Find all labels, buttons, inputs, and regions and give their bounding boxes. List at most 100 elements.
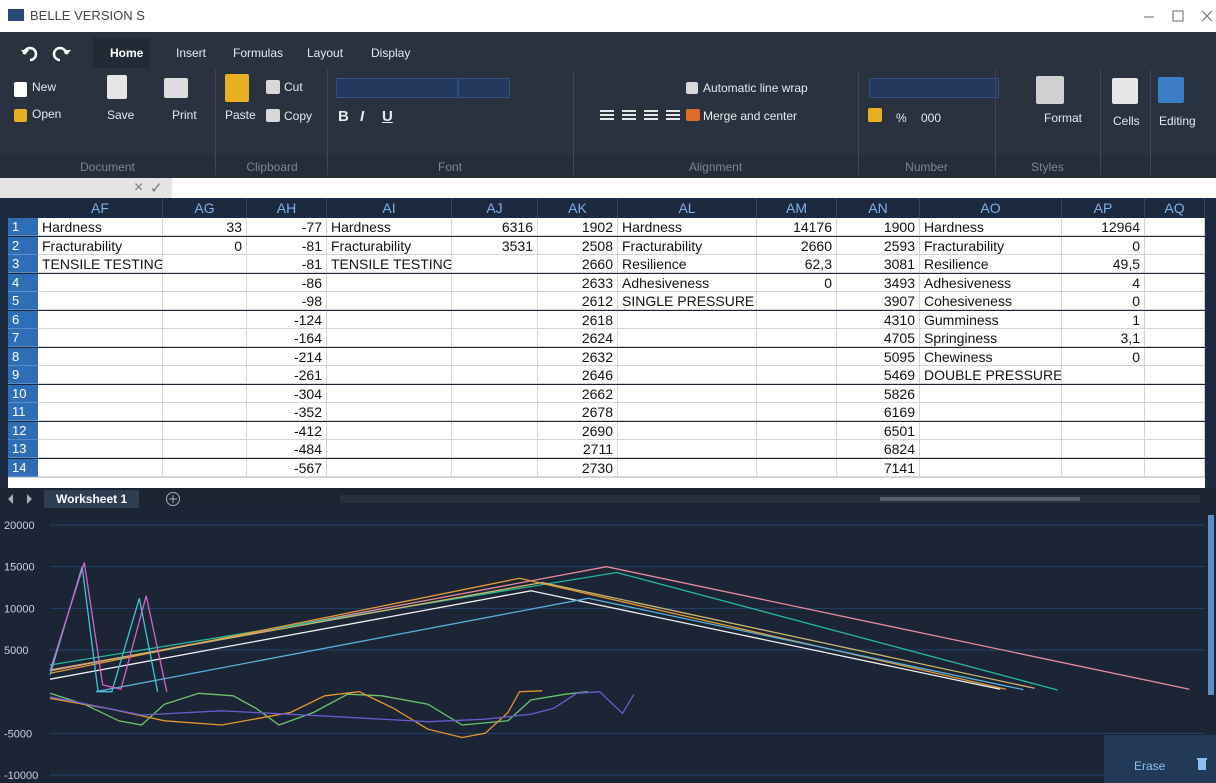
trash-icon[interactable] (1196, 757, 1208, 771)
cell[interactable]: 5095 (837, 347, 920, 366)
paste-icon[interactable] (225, 74, 249, 102)
align-button[interactable] (666, 110, 680, 122)
window-controls[interactable] (1140, 6, 1216, 26)
row-header[interactable]: 14 (8, 458, 38, 477)
save-icon[interactable] (107, 75, 127, 99)
cell[interactable] (757, 292, 837, 310)
cell[interactable]: 2711 (538, 440, 618, 458)
cell[interactable]: 5469 (837, 366, 920, 384)
cell[interactable] (1145, 384, 1205, 403)
cell[interactable]: 1 (1062, 310, 1145, 329)
cell[interactable]: 33 (163, 218, 247, 236)
cell[interactable] (757, 458, 837, 477)
cell[interactable] (1062, 366, 1145, 384)
cell[interactable] (38, 347, 163, 366)
cell[interactable] (163, 403, 247, 421)
align-button[interactable] (622, 110, 636, 122)
cell[interactable]: 4310 (837, 310, 920, 329)
cell[interactable] (1145, 347, 1205, 366)
cell[interactable]: 4 (1062, 273, 1145, 292)
cell[interactable]: 6501 (837, 421, 920, 440)
row-header[interactable]: 3 (8, 255, 38, 273)
editing-icon[interactable] (1158, 77, 1184, 103)
cell[interactable]: Hardness (38, 218, 163, 236)
cell[interactable] (920, 440, 1062, 458)
cell[interactable] (38, 384, 163, 403)
row-header[interactable]: 2 (8, 236, 38, 255)
cell[interactable] (327, 310, 452, 329)
print-button[interactable]: Print (172, 108, 197, 122)
cell[interactable] (327, 347, 452, 366)
cell[interactable]: -98 (247, 292, 327, 310)
wrap-button[interactable]: Automatic line wrap (703, 81, 808, 95)
cell[interactable] (163, 347, 247, 366)
cell[interactable] (452, 366, 538, 384)
cell[interactable]: 0 (163, 236, 247, 255)
cell[interactable] (618, 440, 757, 458)
tab-nav[interactable] (6, 493, 36, 505)
cell[interactable] (1145, 255, 1205, 273)
cell[interactable]: 2632 (538, 347, 618, 366)
cell[interactable] (452, 347, 538, 366)
cell[interactable]: 7141 (837, 458, 920, 477)
cell[interactable] (1062, 403, 1145, 421)
cell[interactable]: Cohesiveness (920, 292, 1062, 310)
cell[interactable]: Adhesiveness (618, 273, 757, 292)
cell[interactable] (1145, 421, 1205, 440)
cell[interactable] (327, 384, 452, 403)
cell[interactable] (452, 458, 538, 477)
format-button[interactable]: Format (1044, 111, 1083, 125)
cell[interactable]: 0 (757, 273, 837, 292)
cell[interactable] (618, 329, 757, 347)
cell[interactable]: Gumminess (920, 310, 1062, 329)
cell[interactable] (38, 292, 163, 310)
cell[interactable]: Springiness (920, 329, 1062, 347)
row-header[interactable]: 12 (8, 421, 38, 440)
cell[interactable]: Chewiness (920, 347, 1062, 366)
cell[interactable] (757, 329, 837, 347)
percent-icon[interactable] (868, 108, 882, 122)
save-button[interactable]: Save (107, 108, 135, 122)
horizontal-scrollbar[interactable] (340, 495, 1200, 503)
column-header[interactable]: AP (1062, 198, 1145, 218)
cell[interactable] (452, 292, 538, 310)
cell[interactable] (452, 329, 538, 347)
cell[interactable] (163, 255, 247, 273)
ribbon-tab[interactable]: Layout (307, 46, 344, 60)
cell[interactable]: 0 (1062, 236, 1145, 255)
cell[interactable]: Hardness (920, 218, 1062, 236)
open-button[interactable]: Open (32, 107, 62, 121)
percent-button[interactable]: % (896, 111, 907, 125)
cell[interactable] (920, 458, 1062, 477)
cell[interactable]: Hardness (618, 218, 757, 236)
cell[interactable] (163, 329, 247, 347)
align-button[interactable] (600, 110, 614, 122)
cell[interactable] (618, 366, 757, 384)
cell[interactable]: -412 (247, 421, 327, 440)
cell[interactable]: 3493 (837, 273, 920, 292)
cell[interactable]: 0 (1062, 292, 1145, 310)
ribbon-tab[interactable]: Formulas (233, 46, 284, 60)
column-header[interactable]: AJ (452, 198, 538, 218)
cell[interactable] (327, 329, 452, 347)
cell[interactable] (327, 458, 452, 477)
cell[interactable]: 2508 (538, 236, 618, 255)
cell[interactable]: 3907 (837, 292, 920, 310)
font-style-button[interactable]: B (338, 108, 349, 125)
cell[interactable] (1145, 273, 1205, 292)
cut-button[interactable]: Cut (284, 80, 303, 94)
cell[interactable] (1145, 310, 1205, 329)
copy-icon[interactable] (266, 109, 280, 122)
column-header[interactable]: AH (247, 198, 327, 218)
cell[interactable] (327, 403, 452, 421)
cell[interactable]: -86 (247, 273, 327, 292)
wrap-icon[interactable] (686, 82, 698, 94)
cell[interactable] (452, 273, 538, 292)
cell[interactable]: 6169 (837, 403, 920, 421)
cell[interactable]: -124 (247, 310, 327, 329)
row-header[interactable]: 9 (8, 366, 38, 384)
cell[interactable]: 2690 (538, 421, 618, 440)
cell[interactable] (327, 440, 452, 458)
cell[interactable] (1062, 440, 1145, 458)
cell[interactable] (163, 458, 247, 477)
